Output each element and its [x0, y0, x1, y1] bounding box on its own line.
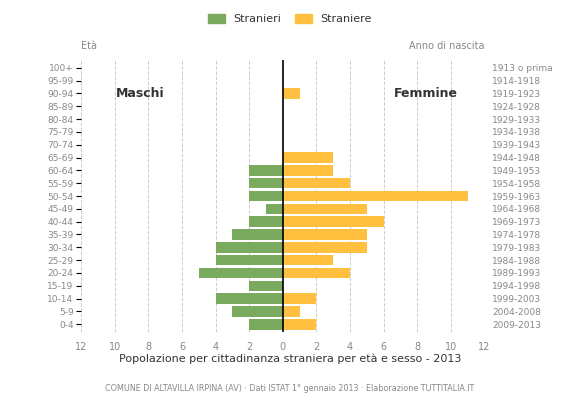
- Bar: [283, 319, 316, 330]
- Text: Femmine: Femmine: [393, 87, 458, 100]
- Bar: [283, 191, 467, 201]
- Bar: [249, 178, 283, 188]
- Bar: [283, 242, 367, 252]
- Legend: Stranieri, Straniere: Stranieri, Straniere: [204, 10, 376, 29]
- Bar: [283, 216, 383, 227]
- Bar: [283, 306, 299, 317]
- Text: Anno di nascita: Anno di nascita: [409, 41, 484, 51]
- Bar: [249, 216, 283, 227]
- Text: Popolazione per cittadinanza straniera per età e sesso - 2013: Popolazione per cittadinanza straniera p…: [119, 354, 461, 364]
- Bar: [283, 152, 333, 163]
- Bar: [283, 178, 350, 188]
- Bar: [216, 255, 283, 266]
- Bar: [216, 293, 283, 304]
- Bar: [283, 165, 333, 176]
- Bar: [283, 268, 350, 278]
- Bar: [249, 280, 283, 291]
- Bar: [249, 165, 283, 176]
- Bar: [249, 319, 283, 330]
- Bar: [233, 229, 283, 240]
- Text: COMUNE DI ALTAVILLA IRPINA (AV) · Dati ISTAT 1° gennaio 2013 · Elaborazione TUTT: COMUNE DI ALTAVILLA IRPINA (AV) · Dati I…: [106, 384, 474, 393]
- Bar: [249, 191, 283, 201]
- Bar: [283, 293, 316, 304]
- Bar: [216, 242, 283, 252]
- Bar: [233, 306, 283, 317]
- Text: Maschi: Maschi: [115, 87, 164, 100]
- Bar: [283, 88, 299, 99]
- Bar: [283, 204, 367, 214]
- Bar: [199, 268, 283, 278]
- Text: Età: Età: [81, 41, 97, 51]
- Bar: [283, 229, 367, 240]
- Bar: [266, 204, 283, 214]
- Bar: [283, 255, 333, 266]
